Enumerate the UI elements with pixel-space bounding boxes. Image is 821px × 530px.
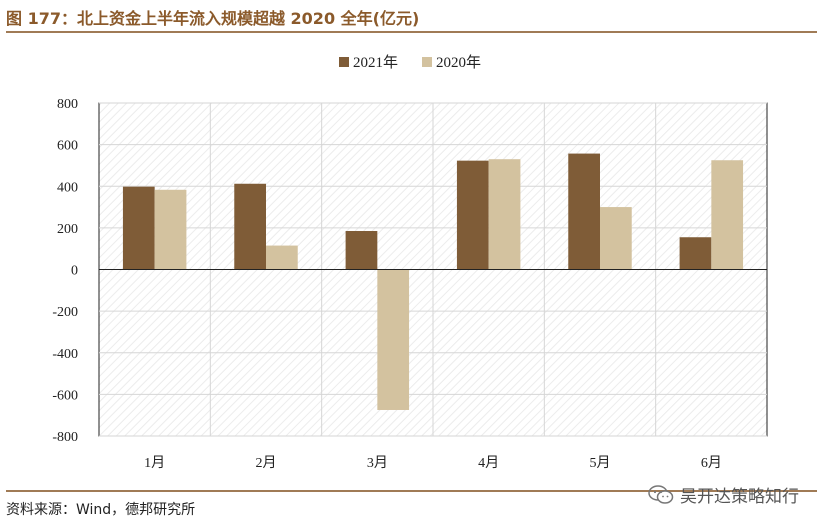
y-axis-ticks: 800 600 400 200 0 -200 -400 -600 -800 [52,97,78,445]
title-divider [6,31,817,33]
bar [600,207,632,270]
y-tick-label: -800 [52,430,78,445]
y-tick-label: 400 [57,180,78,195]
bar [679,237,712,270]
wechat-icon [648,484,674,504]
x-tick-label: 1月 [144,455,165,471]
bar [122,186,155,270]
bar-chart: 800 600 400 200 0 -200 -400 -600 -800 1月 2月 3月 4月 5月… [52,54,768,471]
figure-title: 图 177：北上资金上半年流入规模超越 2020 全年(亿元) [6,9,420,28]
y-tick-label: 600 [57,139,78,154]
legend-swatch [422,57,432,67]
watermark: 吴开达策略知行 [648,482,799,507]
y-tick-label: -600 [52,388,78,403]
bar [345,230,378,270]
bars [122,153,744,410]
y-tick-label: 0 [71,264,78,279]
x-axis-ticks: 1月 2月 3月 4月 5月 6月 [144,455,722,471]
bar [488,159,521,270]
x-tick-label: 4月 [478,455,499,471]
y-tick-label: -400 [52,347,78,362]
x-tick-label: 6月 [701,455,722,471]
bar [154,189,187,270]
x-tick-label: 3月 [367,455,388,471]
footer-divider [6,490,817,492]
x-tick-label: 5月 [590,455,611,471]
legend-label: 2020年 [436,54,481,71]
bar [711,160,744,270]
bar [377,269,410,410]
y-tick-label: 800 [57,97,78,112]
bar [568,153,600,270]
legend-swatch [339,57,349,67]
watermark-label: 吴开达策略知行 [680,487,799,507]
x-tick-label: 2月 [256,455,277,471]
bar [234,183,266,270]
legend-label: 2021年 [353,54,398,71]
y-tick-label: -200 [52,305,78,320]
source-note: 资料来源：Wind，德邦研究所 [6,502,196,518]
bar [456,160,489,270]
bar [266,245,298,270]
legend: 2021年 2020年 [339,54,481,71]
y-tick-label: 200 [57,222,78,237]
